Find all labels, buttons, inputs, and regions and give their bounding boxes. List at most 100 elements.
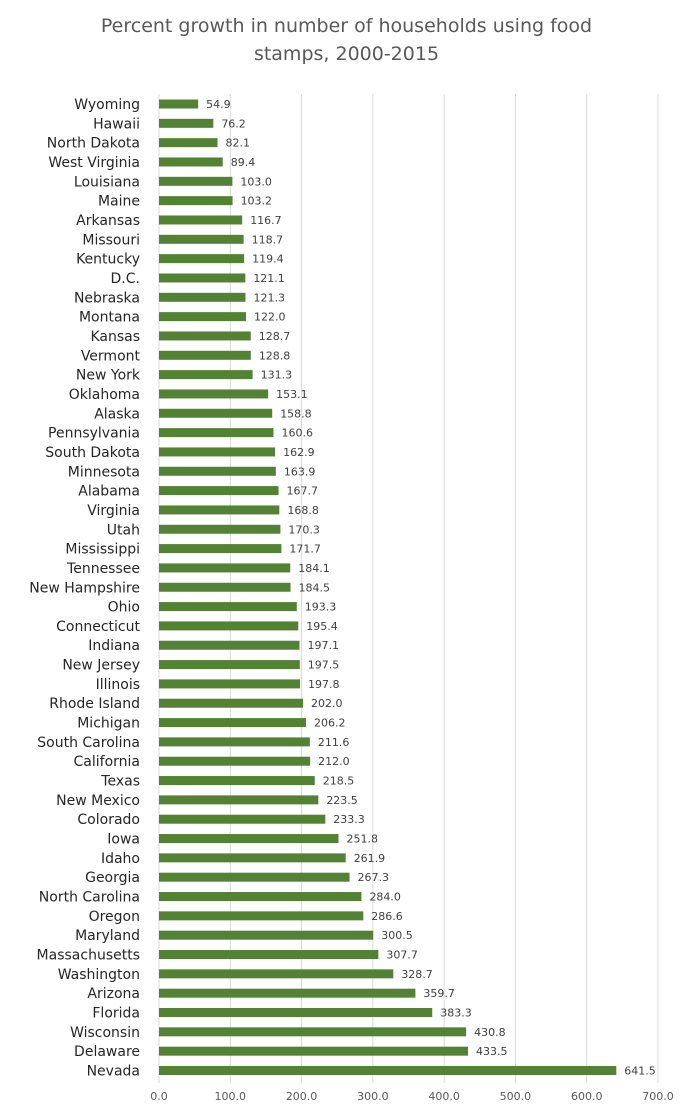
data-label: 128.7 <box>259 330 291 343</box>
data-label: 82.1 <box>226 137 251 150</box>
bar <box>159 621 299 631</box>
data-label: 118.7 <box>252 233 284 246</box>
bars <box>159 99 617 1075</box>
category-label: Kansas <box>90 329 140 345</box>
data-label: 103.0 <box>240 175 272 188</box>
x-tick-label: 700.0 <box>642 1090 674 1103</box>
bar <box>159 505 280 515</box>
bar <box>159 698 303 708</box>
bar <box>159 544 282 554</box>
data-label: 328.7 <box>401 968 433 981</box>
data-label: 153.1 <box>276 388 308 401</box>
bar <box>159 466 276 476</box>
bar <box>159 814 326 824</box>
bar <box>159 1008 433 1018</box>
value-labels: 54.9 76.2 82.1 89.4 103.0 103.2 116.7 118.7 119.… <box>206 98 656 1078</box>
category-label: New Mexico <box>56 793 140 809</box>
data-label: 116.7 <box>250 214 282 227</box>
data-label: 197.8 <box>308 678 340 691</box>
category-label: Oregon <box>89 909 140 925</box>
data-label: 433.5 <box>476 1045 508 1058</box>
category-label: Idaho <box>101 851 140 867</box>
category-label: Tennessee <box>66 561 140 577</box>
data-label: 197.5 <box>308 659 340 672</box>
category-label: New Hampshire <box>29 580 140 596</box>
data-label: 128.8 <box>259 349 291 362</box>
category-label: Montana <box>79 310 140 326</box>
bar <box>159 718 306 728</box>
category-label: North Carolina <box>39 890 140 906</box>
data-label: 170.3 <box>288 523 320 536</box>
data-label: 121.3 <box>253 291 285 304</box>
data-label: 223.5 <box>326 794 358 807</box>
data-label: 162.9 <box>283 446 315 459</box>
x-tick-label: 300.0 <box>357 1090 389 1103</box>
data-label: 359.7 <box>423 987 455 1000</box>
data-label: 122.0 <box>254 311 286 324</box>
category-label: New York <box>76 368 141 384</box>
category-label: Oklahoma <box>69 387 140 403</box>
bar <box>159 389 269 399</box>
bar <box>159 640 300 650</box>
bar <box>159 853 346 863</box>
bar <box>159 834 339 844</box>
bar <box>159 892 362 902</box>
bar <box>159 1027 467 1037</box>
data-label: 184.1 <box>298 562 330 575</box>
data-label: 430.8 <box>474 1026 506 1039</box>
category-label: Georgia <box>85 870 140 886</box>
category-label: Mississippi <box>65 542 140 558</box>
bar <box>159 331 251 341</box>
bar <box>159 312 246 322</box>
data-label: 76.2 <box>221 117 246 130</box>
data-label: 202.0 <box>311 697 343 710</box>
category-label: Missouri <box>82 232 140 248</box>
category-label: Louisiana <box>74 174 140 190</box>
category-label: Nebraska <box>74 290 140 306</box>
bar <box>159 1046 469 1056</box>
bar <box>159 486 279 496</box>
bar <box>159 969 394 979</box>
category-label: Arkansas <box>76 213 140 229</box>
data-label: 261.9 <box>354 852 386 865</box>
category-label: Wyoming <box>74 97 140 113</box>
data-label: 286.6 <box>371 910 403 923</box>
data-label: 54.9 <box>206 98 231 111</box>
data-label: 89.4 <box>231 156 256 169</box>
category-label: Maryland <box>75 928 140 944</box>
bar <box>159 254 245 264</box>
x-tick-label: 0.0 <box>150 1090 168 1103</box>
bar <box>159 950 379 960</box>
bar <box>159 408 273 418</box>
data-label: 267.3 <box>358 871 390 884</box>
data-label: 211.6 <box>318 736 350 749</box>
category-label: Alaska <box>94 406 140 422</box>
bar <box>159 138 218 148</box>
category-label: Virginia <box>87 503 140 519</box>
data-label: 158.8 <box>280 407 312 420</box>
data-label: 168.8 <box>287 504 319 517</box>
bar <box>159 988 416 998</box>
bar <box>159 524 281 534</box>
data-label: 383.3 <box>440 1007 472 1020</box>
category-label: California <box>74 754 140 770</box>
category-label: D.C. <box>111 271 140 287</box>
bar <box>159 795 319 805</box>
data-label: 121.1 <box>253 272 285 285</box>
bar <box>159 930 374 940</box>
data-label: 103.2 <box>241 195 273 208</box>
category-label: Iowa <box>107 832 140 848</box>
data-label: 184.5 <box>299 581 331 594</box>
category-label: Texas <box>100 774 140 790</box>
bar <box>159 563 291 573</box>
bar <box>159 447 276 457</box>
x-tick-label: 500.0 <box>500 1090 532 1103</box>
bar <box>159 370 253 380</box>
data-label: 171.7 <box>289 543 321 556</box>
category-label: South Dakota <box>45 445 140 461</box>
x-tick-label: 100.0 <box>215 1090 247 1103</box>
category-label: Washington <box>58 967 140 983</box>
category-label: Nevada <box>87 1064 140 1080</box>
x-axis-ticks: 0.0 100.0 200.0 300.0 400.0 500.0 600.0 700.0 <box>150 1090 674 1103</box>
bar <box>159 776 315 786</box>
